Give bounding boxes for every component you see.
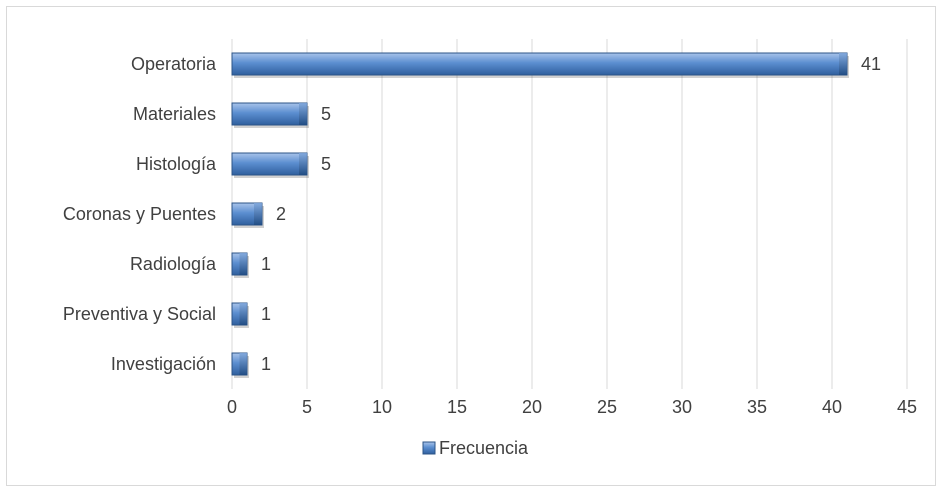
gridlines [231, 39, 908, 389]
data-label-operatoria: 41 [861, 54, 881, 74]
x-tick-label-35: 35 [747, 397, 767, 417]
bar-radiología [231, 252, 249, 278]
x-tick-label-15: 15 [447, 397, 467, 417]
category-label-coronas-y-puentes: Coronas y Puentes [63, 204, 216, 224]
x-tick-label-45: 45 [897, 397, 917, 417]
legend-label: Frecuencia [439, 438, 529, 458]
bar-materiales [231, 102, 309, 128]
x-tick-label-25: 25 [597, 397, 617, 417]
x-tick-label-40: 40 [822, 397, 842, 417]
bars [231, 52, 849, 378]
bar-histología [231, 152, 309, 178]
category-label-operatoria: Operatoria [131, 54, 217, 74]
data-label-preventiva-y-social: 1 [261, 304, 271, 324]
category-label-histología: Histología [136, 154, 217, 174]
legend: Frecuencia [422, 438, 529, 458]
bar-coronas-y-puentes [231, 202, 264, 228]
category-label-preventiva-y-social: Preventiva y Social [63, 304, 216, 324]
bar-investigación [231, 352, 249, 378]
legend-swatch [422, 441, 436, 455]
x-tick-label-5: 5 [302, 397, 312, 417]
data-label-radiología: 1 [261, 254, 271, 274]
bar-preventiva-y-social [231, 302, 249, 328]
x-tick-label-0: 0 [227, 397, 237, 417]
chart-frame: 0 5 10 15 20 25 30 35 40 45 Operatoria 41 Materiales… [6, 6, 936, 486]
category-label-materiales: Materiales [133, 104, 216, 124]
category-label-investigación: Investigación [111, 354, 216, 374]
x-tick-label-30: 30 [672, 397, 692, 417]
data-label-materiales: 5 [321, 104, 331, 124]
category-label-radiología: Radiología [130, 254, 217, 274]
data-label-histología: 5 [321, 154, 331, 174]
bar-operatoria [231, 52, 849, 78]
x-tick-label-10: 10 [372, 397, 392, 417]
x-tick-label-20: 20 [522, 397, 542, 417]
data-label-investigación: 1 [261, 354, 271, 374]
data-label-coronas-y-puentes: 2 [276, 204, 286, 224]
